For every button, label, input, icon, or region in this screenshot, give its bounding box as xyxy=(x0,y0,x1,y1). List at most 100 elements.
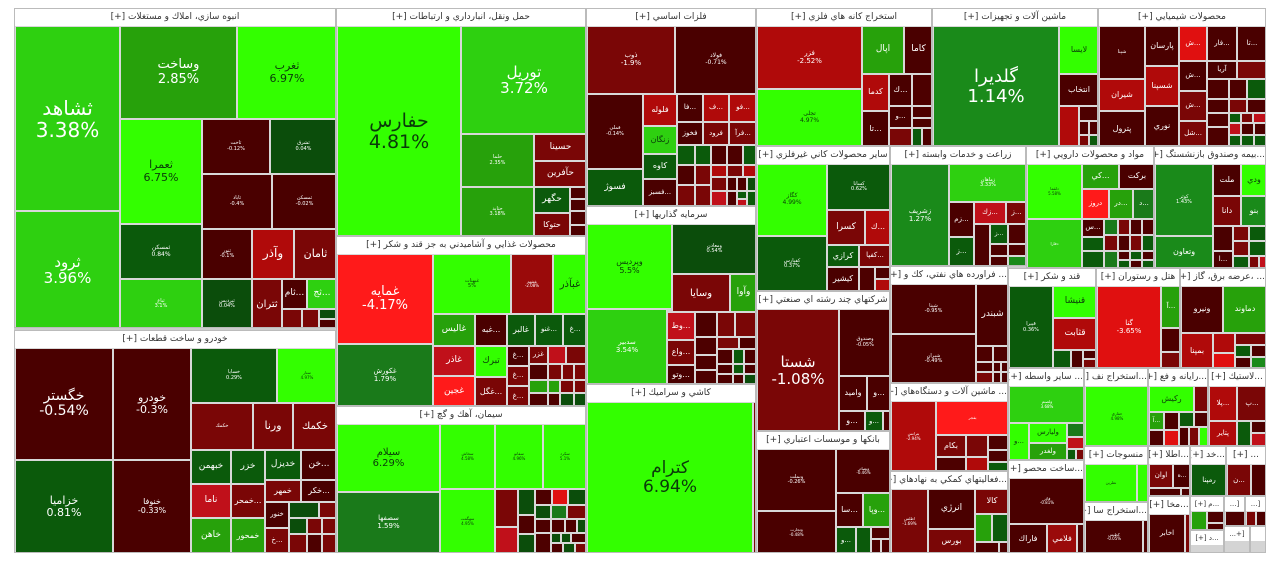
stock-tile[interactable] xyxy=(567,505,585,519)
stock-tile[interactable] xyxy=(1181,488,1189,495)
stock-tile[interactable] xyxy=(1008,244,1025,256)
stock-tile[interactable] xyxy=(727,177,737,191)
stock-tile[interactable] xyxy=(548,380,560,393)
stock-tile[interactable]: ...وط xyxy=(667,312,695,340)
stock-tile[interactable] xyxy=(571,533,585,543)
stock-tile[interactable] xyxy=(1229,123,1241,135)
stock-tile[interactable] xyxy=(727,145,743,165)
stock-tile[interactable]: شبندر xyxy=(976,284,1007,346)
stock-tile[interactable]: وبملت -0.26% xyxy=(757,449,836,511)
stock-tile[interactable] xyxy=(551,533,561,543)
stock-tile[interactable]: ثاباد -0.4% xyxy=(202,174,272,229)
stock-tile[interactable] xyxy=(744,374,755,383)
stock-tile[interactable] xyxy=(695,355,717,370)
sector-header[interactable]: ...فعاليتهاي كمكي به نهادهاي [+] xyxy=(891,472,1007,489)
stock-tile[interactable] xyxy=(711,177,727,191)
stock-tile[interactable] xyxy=(1189,427,1199,445)
stock-tile[interactable]: رکیش xyxy=(1149,386,1194,412)
stock-tile[interactable] xyxy=(1213,353,1235,367)
sector-header[interactable]: ماشين آلات و تجهيزات [+] xyxy=(933,9,1097,26)
sector-header[interactable]: سيمان، آهك و گچ [+] xyxy=(337,407,585,424)
stock-tile[interactable] xyxy=(548,393,560,405)
stock-tile[interactable] xyxy=(1118,219,1130,235)
stock-tile[interactable]: بكام xyxy=(936,435,966,457)
stock-tile[interactable] xyxy=(1207,79,1229,99)
stock-tile[interactable] xyxy=(976,372,993,382)
stock-tile[interactable]: دفارا xyxy=(1027,219,1082,267)
stock-tile[interactable]: ...س xyxy=(1082,219,1104,237)
stock-tile[interactable] xyxy=(529,380,548,393)
stock-tile[interactable] xyxy=(1247,79,1265,99)
stock-tile[interactable] xyxy=(1235,357,1251,367)
stock-tile[interactable] xyxy=(570,199,585,211)
stock-tile[interactable] xyxy=(1149,430,1164,445)
stock-tile[interactable]: بترانس -2.94% xyxy=(891,401,936,470)
stock-tile[interactable] xyxy=(1251,421,1265,433)
stock-tile[interactable] xyxy=(871,527,889,539)
stock-tile[interactable]: ...و xyxy=(839,411,865,430)
stock-tile[interactable]: سيلام 6.29% xyxy=(337,424,440,492)
stock-tile[interactable] xyxy=(535,489,552,505)
stock-tile[interactable] xyxy=(1142,260,1153,267)
stock-tile[interactable] xyxy=(695,165,711,185)
stock-tile[interactable] xyxy=(912,74,931,106)
stock-tile[interactable]: سفانو 4.96% xyxy=(495,424,543,489)
stock-tile[interactable] xyxy=(289,534,307,552)
stock-tile[interactable]: خودرو -0.3% xyxy=(113,348,191,460)
stock-tile[interactable] xyxy=(322,534,335,552)
stock-tile[interactable] xyxy=(1143,520,1147,552)
sector-header[interactable]: ...مخا [+] xyxy=(1149,497,1189,514)
sector-header[interactable]: ...لاستيك [+] xyxy=(1209,369,1265,386)
stock-tile[interactable] xyxy=(936,457,966,470)
stock-tile[interactable] xyxy=(1118,251,1130,260)
stock-tile[interactable] xyxy=(1233,241,1249,256)
stock-tile[interactable] xyxy=(881,539,889,552)
stock-tile[interactable] xyxy=(1142,235,1153,251)
stock-tile[interactable] xyxy=(883,411,889,430)
stock-tile[interactable]: غمايه -4.17% xyxy=(337,254,433,344)
stock-tile[interactable] xyxy=(1053,350,1071,367)
sector-header[interactable]: ...اطلا [+] xyxy=(1149,447,1189,464)
stock-tile[interactable]: كترام 6.94% xyxy=(587,402,753,552)
stock-tile[interactable] xyxy=(912,128,922,145)
stock-tile[interactable] xyxy=(912,106,931,118)
stock-tile[interactable]: ...فرآ xyxy=(729,122,755,145)
stock-tile[interactable]: پتاير xyxy=(1209,421,1237,445)
stock-tile[interactable]: فولاد -0.71% xyxy=(675,26,755,94)
stock-tile[interactable] xyxy=(1083,359,1095,367)
stock-tile[interactable]: بورس xyxy=(928,529,975,552)
stock-tile[interactable]: زشريف 1.27% xyxy=(891,164,949,265)
stock-tile[interactable]: ...ثج xyxy=(307,279,335,309)
stock-tile[interactable] xyxy=(747,177,755,191)
stock-tile[interactable]: ثامان xyxy=(294,229,335,279)
stock-tile[interactable]: ...شل xyxy=(1179,121,1207,145)
stock-tile[interactable] xyxy=(695,185,711,205)
stock-tile[interactable]: بركت xyxy=(1119,164,1153,189)
stock-tile[interactable]: ...ا xyxy=(1213,251,1233,267)
stock-tile[interactable] xyxy=(1213,333,1235,353)
stock-tile[interactable]: قپيرا 0.36% xyxy=(1009,286,1053,367)
stock-tile[interactable]: ملت xyxy=(1213,164,1241,196)
stock-tile[interactable]: اطلس -1.69% xyxy=(891,489,928,552)
stock-tile[interactable] xyxy=(574,380,585,393)
stock-tile[interactable] xyxy=(737,199,747,205)
stock-tile[interactable] xyxy=(743,145,755,165)
sector-header[interactable]: محصولات شيميايي [+] xyxy=(1099,9,1265,26)
stock-tile[interactable] xyxy=(1207,113,1229,127)
stock-tile[interactable]: اپال xyxy=(862,26,904,74)
stock-tile[interactable]: انرژي xyxy=(928,489,975,529)
stock-tile[interactable]: ثمسكن -0.02% xyxy=(272,174,335,229)
stock-tile[interactable] xyxy=(535,519,551,533)
stock-tile[interactable]: ...آ xyxy=(1161,286,1179,328)
stock-tile[interactable] xyxy=(739,337,755,349)
stock-tile[interactable]: ودي xyxy=(1241,164,1265,196)
stock-tile[interactable] xyxy=(570,187,585,199)
stock-tile[interactable]: ...غبه xyxy=(475,314,507,346)
stock-tile[interactable] xyxy=(1076,449,1083,459)
stock-tile[interactable] xyxy=(1161,328,1179,352)
stock-tile[interactable] xyxy=(1079,106,1097,121)
stock-tile[interactable]: كاما xyxy=(904,26,931,74)
stock-tile[interactable] xyxy=(319,502,335,518)
stock-tile[interactable]: خنور xyxy=(265,502,289,528)
stock-tile[interactable] xyxy=(307,534,322,552)
